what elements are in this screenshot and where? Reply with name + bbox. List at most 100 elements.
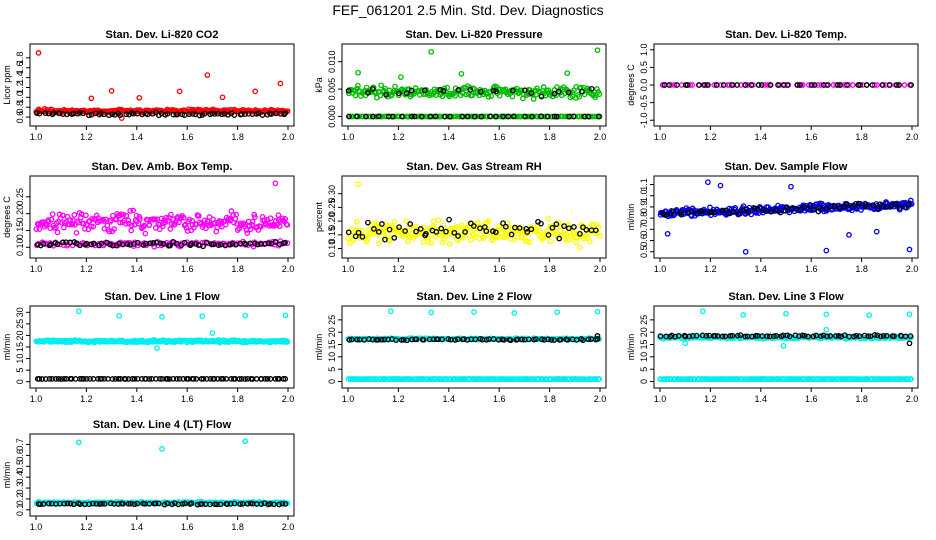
data-point [369, 86, 376, 92]
x-tick-label: 1.2 [80, 394, 93, 404]
data-point [435, 217, 442, 224]
data-point [88, 241, 95, 248]
data-point [477, 88, 484, 95]
data-point [206, 214, 213, 220]
data-point [109, 376, 116, 382]
chart-panel: Stan. Dev. Amb. Box Temp. 1.0 1.2 1.4 1.6 1.8… [2, 161, 295, 274]
data-point [595, 224, 602, 230]
data-point [403, 218, 410, 225]
data-point [444, 84, 451, 91]
data-point [773, 207, 779, 213]
data-point [61, 376, 67, 382]
data-point [794, 82, 801, 88]
data-point [857, 82, 863, 88]
y-tick-label: 1.0 [639, 189, 649, 202]
data-point [433, 229, 440, 235]
chart-panel: Stan. Dev. Li-820 Temp. 1.0 1.2 1.4 1.6 1.8 2.… [626, 29, 919, 142]
data-point [801, 203, 808, 210]
data-point [379, 221, 385, 227]
data-point [539, 336, 545, 343]
data-point [492, 229, 499, 236]
data-point [507, 113, 514, 120]
data-point [59, 212, 66, 219]
data-point [258, 223, 264, 230]
y-axis-label: degrees C [626, 64, 636, 106]
data-point [408, 87, 415, 94]
data-point [167, 242, 173, 249]
data-point [516, 225, 523, 231]
data-point [211, 220, 218, 227]
x-tick-label: 1.6 [181, 132, 194, 142]
data-point [487, 113, 493, 120]
x-tick-label: 1.2 [80, 264, 93, 274]
data-point [112, 376, 119, 382]
data-point [545, 215, 552, 222]
data-point [101, 500, 108, 507]
data-point [134, 500, 141, 507]
data-point [125, 217, 132, 224]
data-point [740, 207, 746, 213]
data-point [579, 88, 585, 95]
y-tick-label: 0.005 [327, 78, 337, 101]
data-point [775, 82, 781, 88]
data-point [346, 113, 352, 120]
data-point [375, 231, 382, 238]
data-point [835, 82, 841, 88]
data-point [386, 226, 393, 233]
data-point [264, 376, 271, 382]
data-point [355, 229, 362, 236]
data-point [249, 218, 256, 225]
data-point [249, 222, 255, 228]
data-point [201, 110, 208, 117]
data-point [382, 236, 388, 243]
x-tick-label: 1.8 [855, 394, 868, 404]
y-tick-label: 15 [327, 340, 337, 350]
plot-frame [29, 305, 295, 389]
data-point [180, 376, 187, 382]
y-tick-label: 15 [15, 342, 25, 352]
data-point [477, 231, 484, 237]
y-tick-label: 0 [639, 379, 649, 384]
data-point [523, 225, 530, 232]
x-tick-label: 2.0 [282, 522, 295, 532]
y-tick-label: 0.010 [327, 50, 337, 73]
data-point [678, 211, 685, 218]
data-point [363, 113, 369, 120]
data-point [555, 88, 562, 95]
data-point [128, 222, 135, 229]
x-tick-label: 1.6 [181, 522, 194, 532]
x-tick-label: 1.6 [493, 394, 506, 404]
x-tick-label: 1.0 [654, 394, 667, 404]
data-point [823, 311, 830, 318]
data-point [421, 87, 428, 94]
data-point [547, 238, 554, 245]
data-point [87, 376, 93, 382]
x-tick-label: 1.6 [181, 394, 194, 404]
data-point [237, 501, 243, 507]
data-point [73, 230, 80, 236]
chart-panel: Stan. Dev. Line 3 Flow 1.0 1.2 1.4 1.6 1.8 2.0… [626, 291, 919, 404]
data-point [80, 376, 87, 382]
data-point [109, 111, 116, 118]
data-point [705, 82, 711, 88]
data-point [735, 211, 742, 217]
data-point [833, 333, 839, 339]
data-point [418, 113, 425, 120]
data-point [267, 215, 274, 222]
data-point [209, 110, 215, 117]
x-tick-label: 1.0 [654, 132, 667, 142]
data-point [677, 209, 684, 216]
data-point [870, 202, 876, 209]
data-point [553, 221, 560, 227]
data-point [144, 111, 151, 118]
data-point [279, 500, 286, 507]
data-point [879, 82, 886, 88]
y-tick-label: 0.5 [639, 61, 649, 74]
data-point [49, 211, 56, 218]
data-point [817, 204, 823, 211]
data-point [784, 82, 791, 88]
data-point [471, 113, 478, 120]
data-point [282, 376, 289, 382]
data-point [458, 222, 465, 229]
